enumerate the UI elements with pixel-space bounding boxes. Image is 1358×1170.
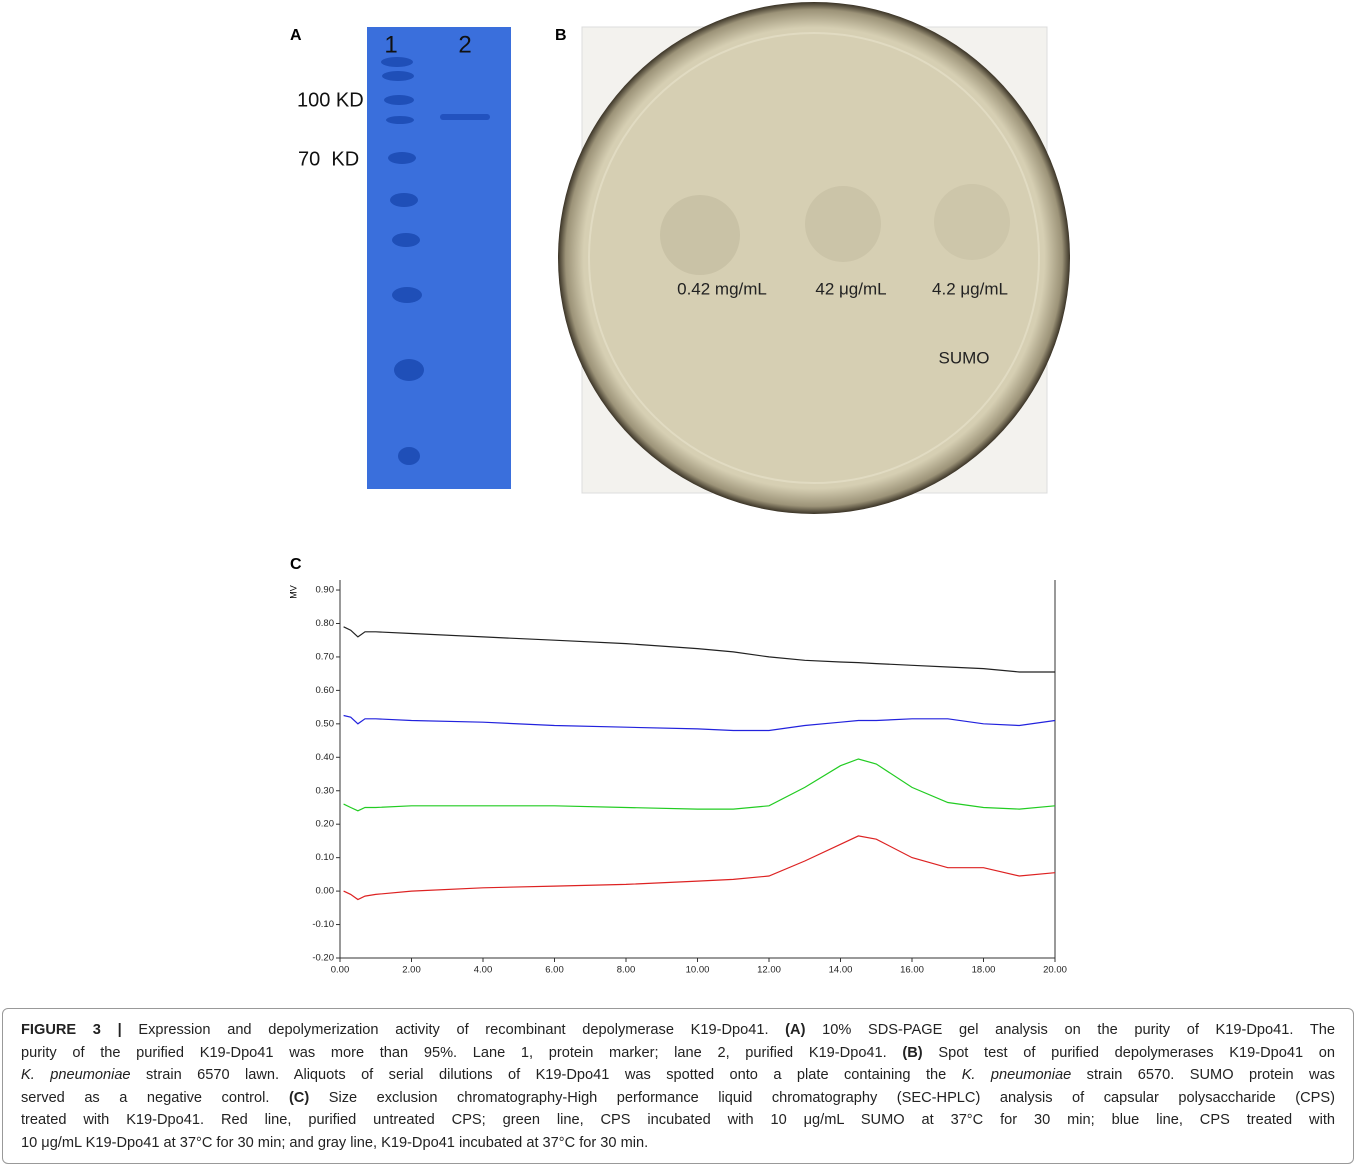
y-tick-label: 0.00 (316, 886, 335, 897)
caption-text: strain 6570 lawn. Aliquots of serial dil… (130, 1067, 962, 1083)
series-line (343, 714, 1056, 732)
x-tick-label: 18.00 (972, 965, 996, 976)
caption-text: K. pneumoniae (21, 1067, 131, 1083)
caption-text: purity of the purified K19-Dpo41 was mor… (21, 1044, 903, 1061)
y-tick-label: 0.60 (316, 685, 335, 696)
caption-line: 10 μg/mL K19-Dpo41 at 37°C for 30 min; a… (21, 1132, 1335, 1155)
spot-label: 0.42 mg/mL (677, 279, 767, 298)
gel (367, 27, 511, 489)
lane-label: 2 (458, 31, 471, 58)
caption-text: Size exclusion chromatography-High perfo… (309, 1089, 1336, 1106)
caption-text: Spot test of purified depolymerases K19-… (922, 1044, 1335, 1061)
panel-label: B (555, 27, 567, 44)
caption-text: K. pneumoniae (961, 1067, 1072, 1083)
caption-text: strain 6570. SUMO protein was (1071, 1067, 1335, 1083)
x-tick-label: 14.00 (829, 965, 853, 976)
series-line (343, 835, 1056, 901)
y-tick-label: 0.50 (316, 718, 335, 729)
marker-label: 70 KD (298, 148, 359, 170)
lane-label: 1 (384, 31, 397, 58)
spot-label: 42 μg/mL (815, 279, 886, 298)
spot (805, 186, 881, 262)
caption-text: (B) (902, 1044, 923, 1061)
series-line (343, 626, 1055, 673)
x-tick-label: 8.00 (617, 965, 636, 976)
caption-text: treated with K19-Dpo41. Red line, purifi… (21, 1112, 1335, 1128)
marker-label: 100 KD (297, 89, 364, 111)
spot (934, 184, 1010, 260)
caption-text: 10 μg/mL K19-Dpo41 at 37°C for 30 min; a… (21, 1134, 649, 1151)
x-tick-label: 10.00 (686, 965, 710, 976)
x-tick-label: 20.00 (1043, 965, 1067, 976)
caption-line: treated with K19-Dpo41. Red line, purifi… (21, 1109, 1335, 1132)
spot-label: 4.2 μg/mL (932, 279, 1008, 298)
y-tick-label: 0.90 (316, 585, 335, 596)
x-tick-label: 6.00 (545, 965, 564, 976)
x-tick-label: 0.00 (331, 965, 350, 976)
control-label: SUMO (939, 348, 990, 367)
y-axis-label: MV (288, 585, 298, 599)
caption-line: purity of the purified K19-Dpo41 was mor… (21, 1042, 1335, 1065)
figure: A 1 2 100 KD 70 KD B 0.42 mg/mL 42 μg/mL… (288, 2, 1070, 976)
caption-text: served as a negative control. (21, 1089, 289, 1106)
y-tick-label: 0.30 (316, 785, 335, 796)
x-tick-label: 16.00 (900, 965, 924, 976)
y-tick-label: 0.70 (316, 651, 335, 662)
x-tick-label: 2.00 (402, 965, 421, 976)
y-tick-label: -0.10 (312, 919, 334, 930)
y-tick-label: 0.40 (316, 752, 335, 763)
dish-rim (588, 32, 1040, 484)
x-tick-label: 12.00 (757, 965, 781, 976)
chart: -0.20 -0.10 0.00 0.10 0.20 0.30 0.40 0.50 0.60 0.… (312, 580, 1067, 976)
caption-line: served as a negative control. (C) Size e… (21, 1087, 1335, 1110)
caption: FIGURE 3 | Expression and depolymerizati… (2, 1008, 1354, 1164)
caption-text: FIGURE 3 | (21, 1022, 122, 1038)
y-tick-label: 0.20 (316, 819, 335, 830)
y-tick-label: 0.80 (316, 618, 335, 629)
series-line (343, 758, 1056, 812)
y-tick-label: -0.20 (312, 953, 334, 964)
petri-dish (558, 2, 1070, 514)
caption-text: 10% SDS-PAGE gel analysis on the purity … (805, 1022, 1335, 1038)
caption-text: (C) (288, 1089, 310, 1106)
caption-text: (A) (785, 1022, 806, 1038)
caption-text: Expression and depolymerization activity… (121, 1022, 786, 1038)
x-tick-label: 4.00 (474, 965, 493, 976)
panel-label: A (290, 27, 302, 44)
y-tick-label: 0.10 (316, 852, 335, 863)
marker-bands (381, 57, 424, 465)
sample-band (440, 114, 490, 120)
caption-line: K. pneumoniae strain 6570 lawn. Aliquots… (21, 1064, 1335, 1087)
panel-label: C (290, 556, 302, 573)
caption-line: FIGURE 3 | Expression and depolymerizati… (21, 1019, 1335, 1042)
spot (660, 195, 740, 275)
